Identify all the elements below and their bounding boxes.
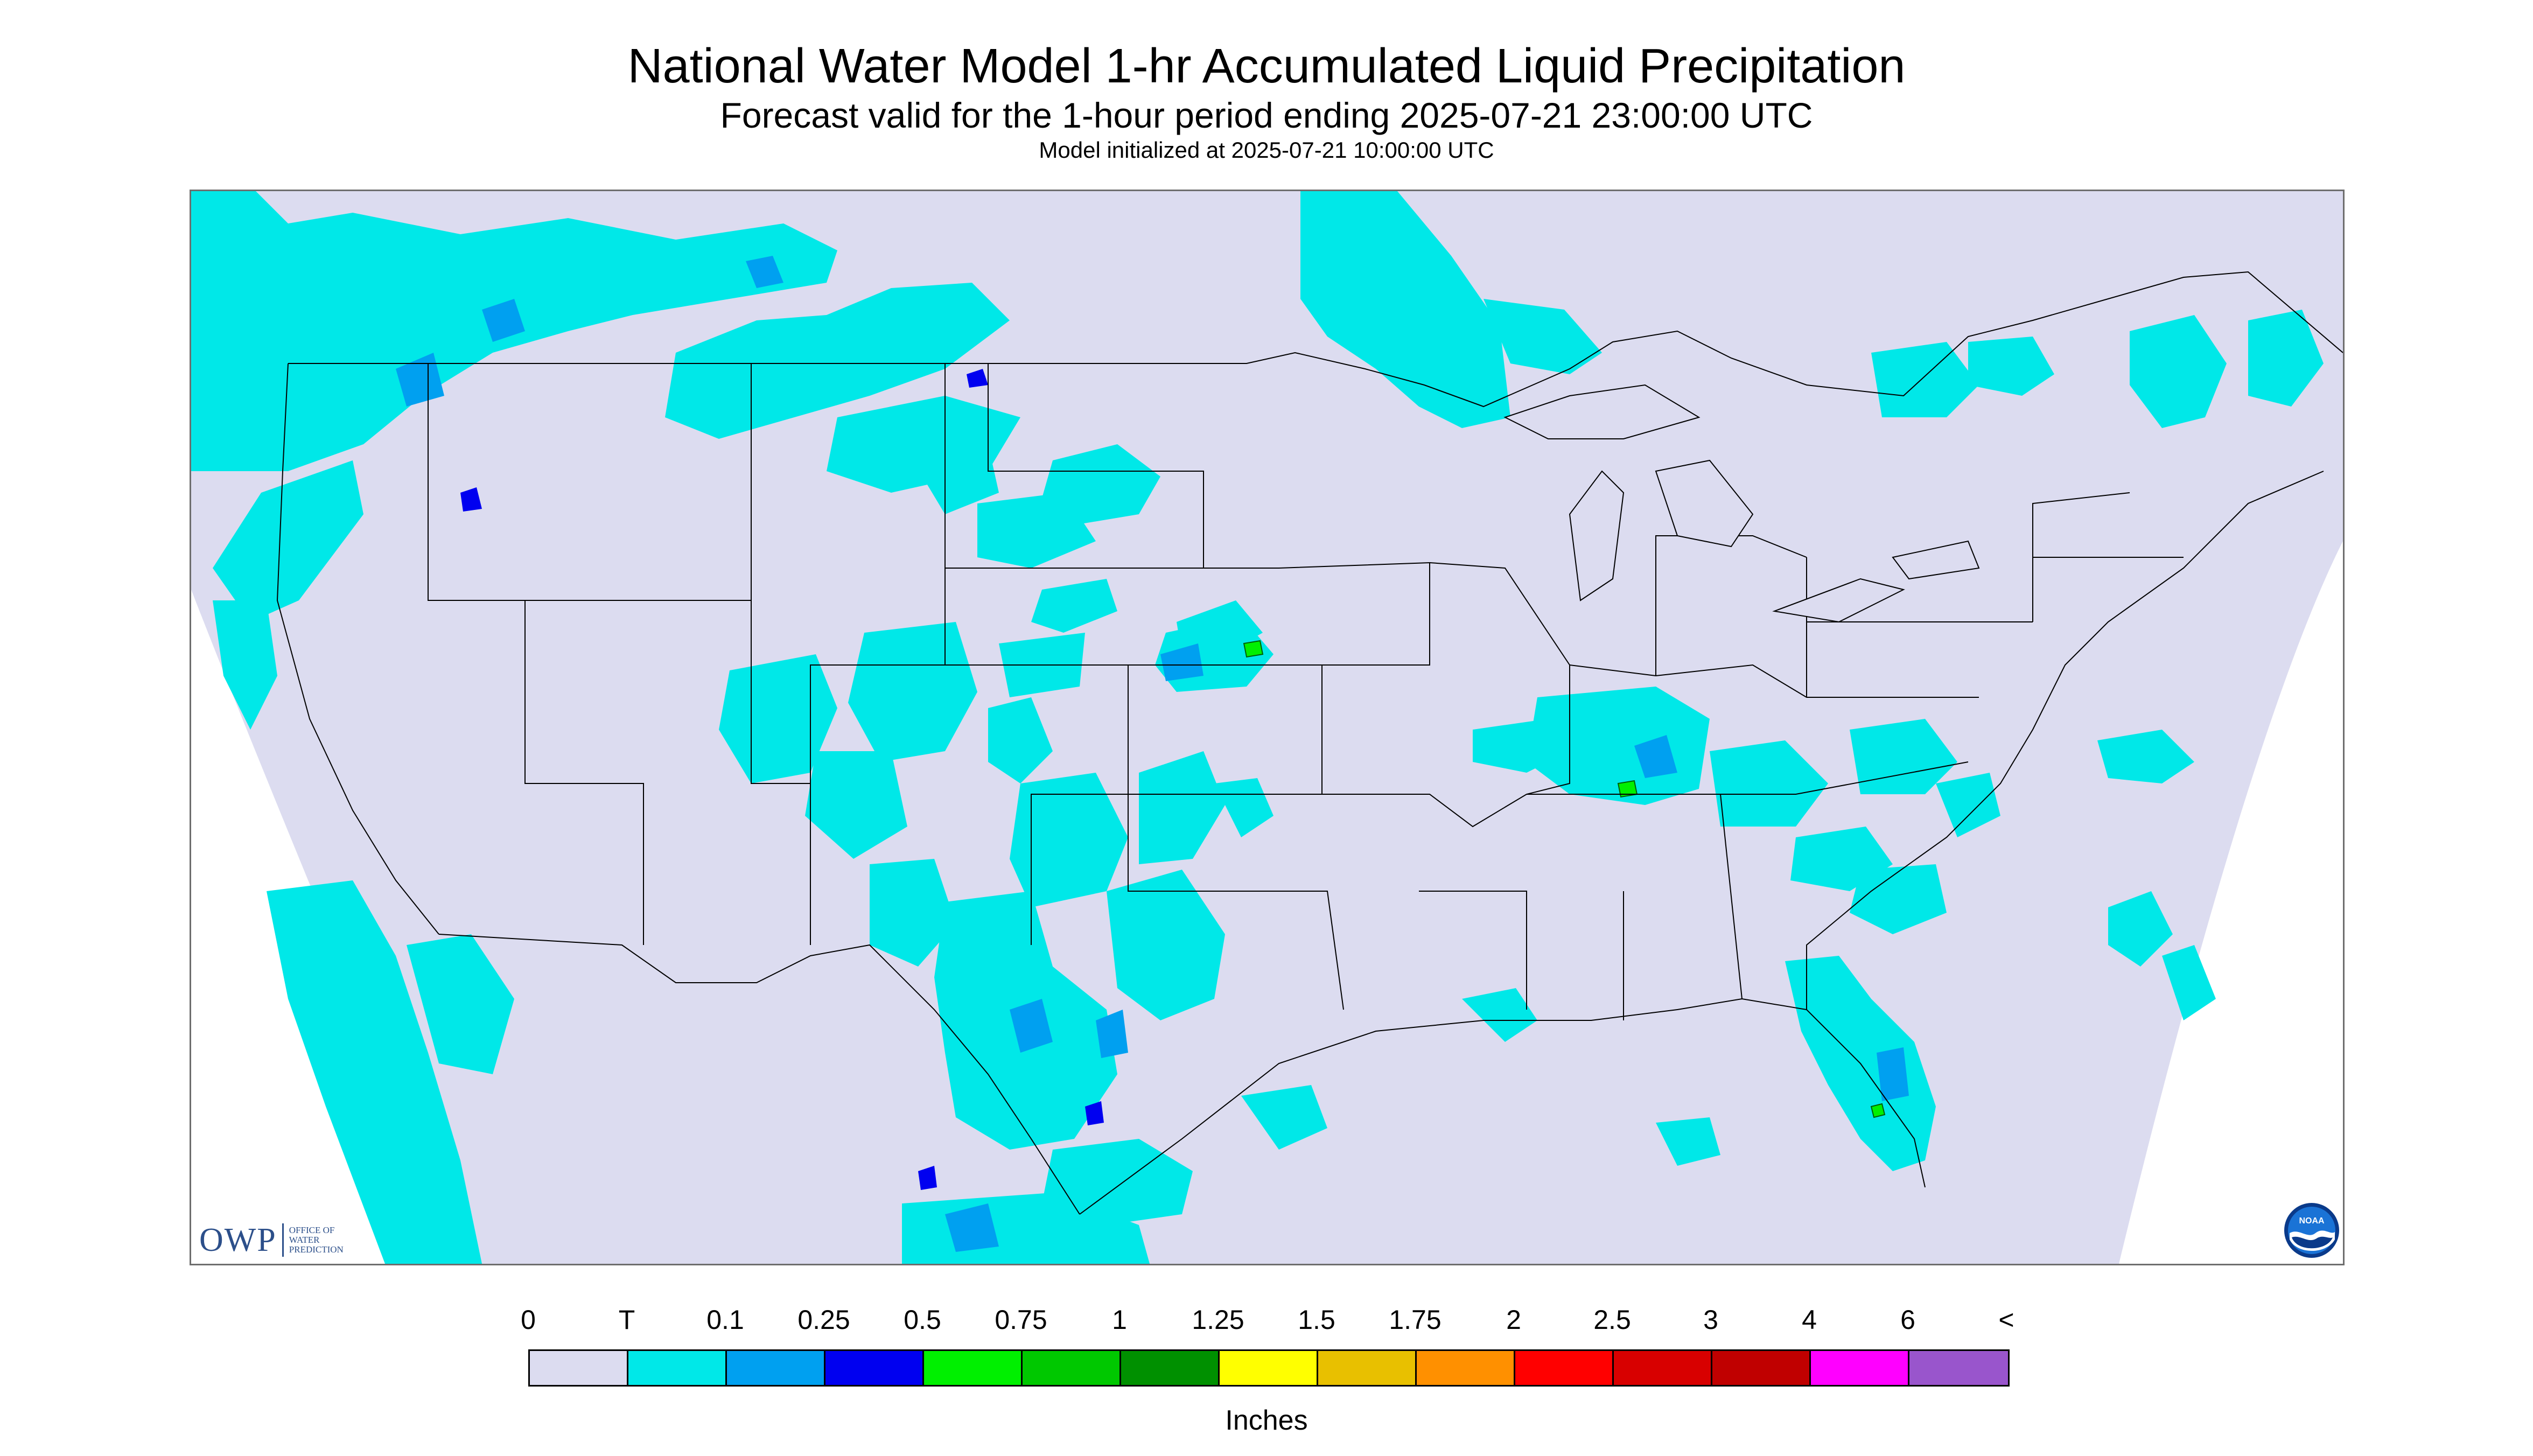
legend-swatch bbox=[1811, 1351, 1909, 1385]
owp-logo: OWP OFFICE OF WATER PREDICTION bbox=[199, 1221, 344, 1259]
legend-swatch bbox=[825, 1351, 924, 1385]
model-init-time: Model initialized at 2025-07-21 10:00:00… bbox=[1039, 137, 1494, 163]
legend-tick: 2.5 bbox=[1593, 1305, 1631, 1335]
legend-tick: 6 bbox=[1900, 1305, 1915, 1335]
legend-swatch bbox=[628, 1351, 727, 1385]
legend-colorbar bbox=[528, 1349, 2010, 1387]
legend-tick: 2 bbox=[1506, 1305, 1521, 1335]
legend-tick: 1.25 bbox=[1192, 1305, 1244, 1335]
precip-intense-cells bbox=[1243, 640, 1886, 1118]
precip-heavy-cells bbox=[460, 369, 1104, 1190]
legend-tick: 0.25 bbox=[797, 1305, 850, 1335]
legend-tick: 0.75 bbox=[995, 1305, 1047, 1335]
legend-tick: 3 bbox=[1703, 1305, 1718, 1335]
legend-swatch bbox=[1023, 1351, 1121, 1385]
legend-swatch bbox=[1220, 1351, 1318, 1385]
legend-tick: < bbox=[1998, 1305, 2014, 1335]
map-title: National Water Model 1-hr Accumulated Li… bbox=[627, 39, 1906, 93]
legend-swatch bbox=[1909, 1351, 2008, 1385]
map-subtitle: Forecast valid for the 1-hour period end… bbox=[720, 95, 1813, 135]
legend-units: Inches bbox=[1225, 1405, 1308, 1436]
great-lakes bbox=[1503, 384, 1980, 623]
legend-tick: 0.1 bbox=[706, 1305, 744, 1335]
legend-swatch bbox=[924, 1351, 1023, 1385]
legend-tick: 4 bbox=[1802, 1305, 1817, 1335]
legend-tick: 1.75 bbox=[1389, 1305, 1442, 1335]
precipitation-map bbox=[190, 190, 2345, 1265]
precip-trace-areas bbox=[191, 191, 2324, 1264]
precip-moderate-cells bbox=[396, 256, 1909, 1252]
legend-tick: 1.5 bbox=[1298, 1305, 1335, 1335]
legend-tick: 1 bbox=[1112, 1305, 1127, 1335]
legend-swatch bbox=[1318, 1351, 1417, 1385]
legend-swatch bbox=[1614, 1351, 1712, 1385]
owp-logo-text: OFFICE OF WATER PREDICTION bbox=[289, 1225, 344, 1255]
owp-logo-divider bbox=[282, 1223, 284, 1257]
legend-swatch bbox=[1121, 1351, 1220, 1385]
owp-logo-mark: OWP bbox=[199, 1221, 277, 1258]
legend-swatch bbox=[530, 1351, 628, 1385]
legend-swatch bbox=[1417, 1351, 1515, 1385]
legend-tick: 0 bbox=[521, 1305, 536, 1335]
legend-swatch bbox=[1712, 1351, 1811, 1385]
map-canvas bbox=[191, 191, 2343, 1264]
legend-swatch bbox=[1515, 1351, 1614, 1385]
legend-tick: 0.5 bbox=[904, 1305, 941, 1335]
noaa-logo-text: NOAA bbox=[2299, 1216, 2325, 1226]
legend-swatch bbox=[727, 1351, 825, 1385]
state-boundaries bbox=[276, 271, 2343, 1215]
legend-tick: T bbox=[618, 1305, 635, 1335]
noaa-logo: NOAA bbox=[2284, 1203, 2339, 1258]
